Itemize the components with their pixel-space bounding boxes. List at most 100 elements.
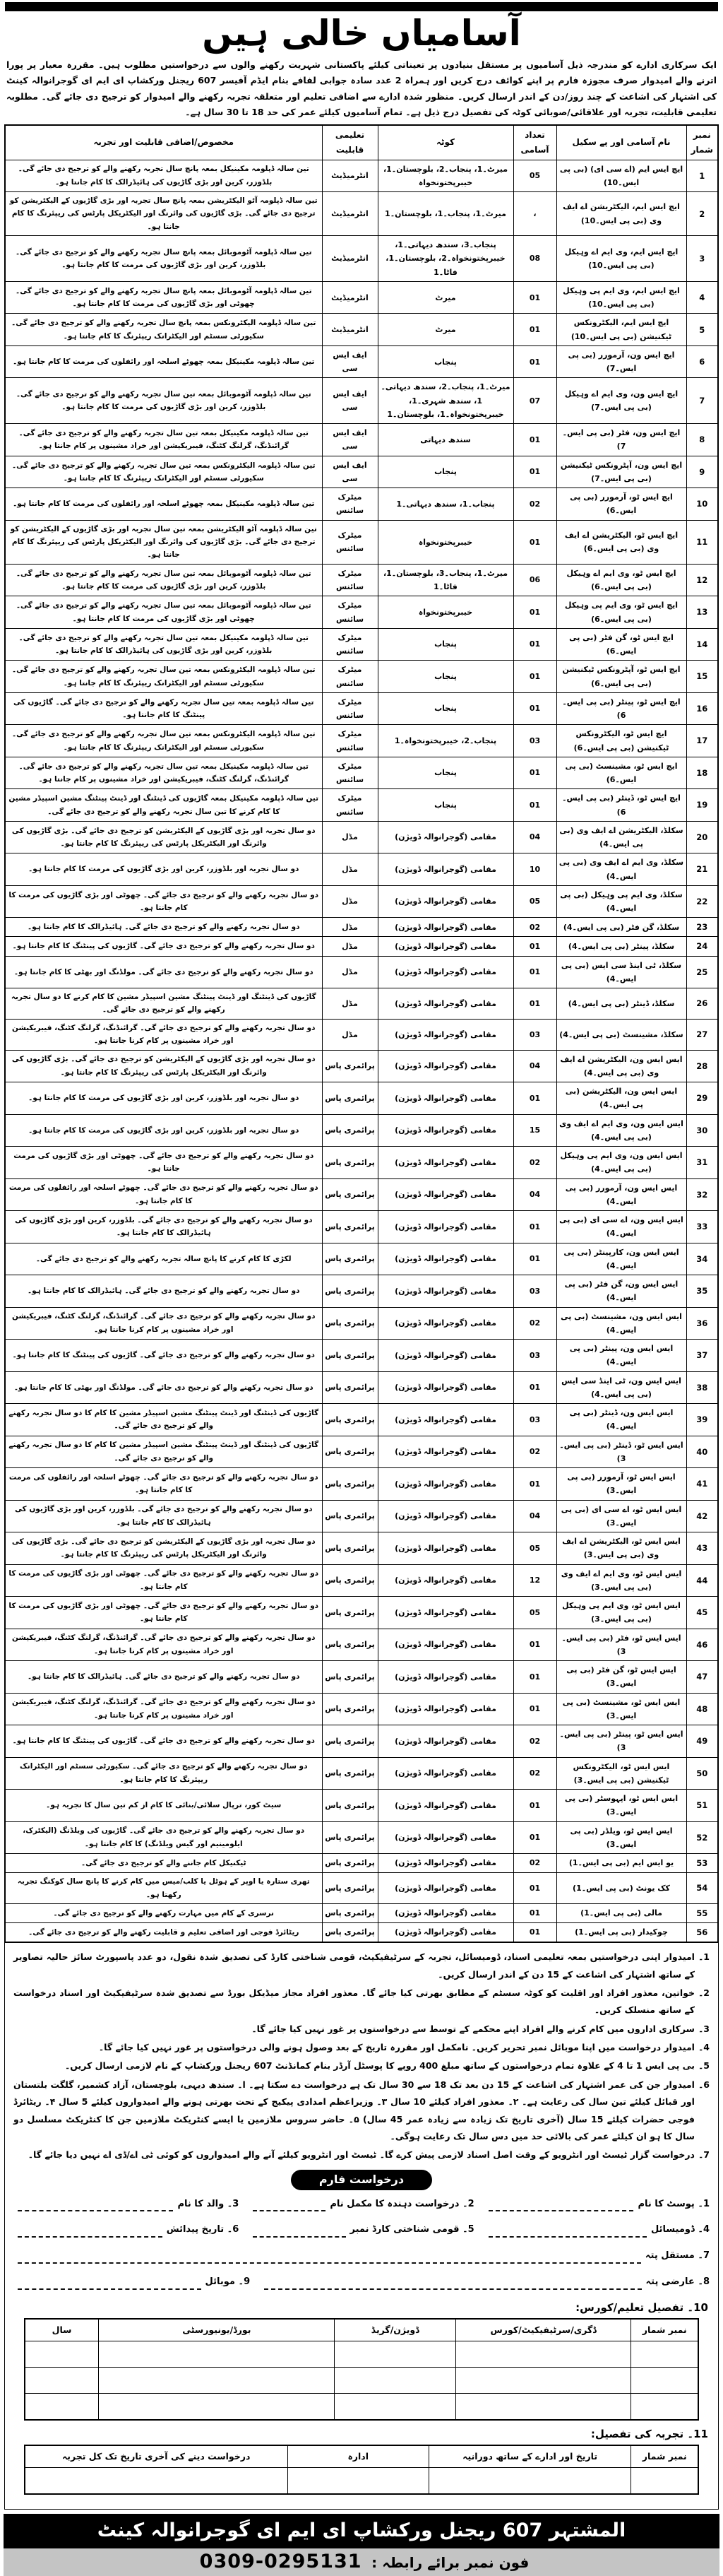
notes-list: 1۔ امیدوار اپنی درخواستیں بمعہ تعلیمی اسن… <box>13 1949 710 2164</box>
cell-post-name: ایچ ایس ٹو، گن فٹر (بی پی ایس۔6) <box>556 627 687 661</box>
cell-education: پرائمری پاس <box>321 1789 378 1822</box>
education-empty-cell <box>24 2367 100 2394</box>
cell-education: انٹرمیڈیٹ <box>321 235 378 282</box>
cell-quota: پنجاب <box>377 660 514 693</box>
education-empty-row <box>24 2393 699 2421</box>
cell-post-name: ایس ایس ون، وی ایم اے ایف وی (بی پی ایس۔… <box>556 1113 687 1147</box>
cell-special: دو سال تجربہ رکھنے والے کو ترجیح دی جائے… <box>4 1596 323 1629</box>
cell-quota: مقامی (گوجرانوالہ ڈویژن) <box>377 1756 514 1790</box>
cell-quota: میرٹ۔1، پنجاب۔1، بلوچستان۔1 <box>377 191 514 237</box>
cell-count: 04 <box>513 820 557 854</box>
education-empty-cell <box>98 2393 335 2421</box>
cell-serial: 2 <box>686 191 719 237</box>
cell-special: تین سالہ ڈپلومہ مکینیکل بمعہ چھوٹے اسلحہ… <box>4 488 323 521</box>
form-field-label: 2۔ درخواست دہندہ کا مکمل نام <box>330 2198 474 2209</box>
cell-education: پرائمری پاس <box>321 1872 378 1904</box>
cell-quota: مقامی (گوجرانوالہ ڈویژن) <box>377 1403 514 1436</box>
contact-phone-number: 0309-0295131 <box>199 2550 362 2572</box>
table-row: 28 ایس ایس ون، الیکٹریشن اے ایف وی (بی پی… <box>4 1049 719 1082</box>
cell-education: میٹرک سائنس <box>321 660 378 693</box>
cell-quota: میرٹ <box>377 313 514 346</box>
cell-serial: 29 <box>686 1082 719 1115</box>
education-empty-cell <box>631 2341 699 2368</box>
cell-count: 07 <box>513 377 557 425</box>
note-item-7: 7۔ درخواست گزار ٹیسٹ اور انٹرویو کے وقت ا… <box>13 2146 710 2163</box>
cell-count: 01 <box>513 988 557 1020</box>
application-form-fields: 1۔ پوسٹ کا نام 2۔ درخواست دہندہ کا مکمل ن… <box>13 2197 710 2290</box>
cell-quota: مقامی (گوجرانوالہ ڈویژن) <box>377 1178 514 1211</box>
cell-serial: 47 <box>686 1660 719 1694</box>
cell-post-name: ایس ایس ٹو، وی ایم اے ایف وی (بی پی ایس۔… <box>556 1564 687 1597</box>
form-write-in-line <box>488 2227 647 2238</box>
cell-special: دو سال تجربہ رکھنے والے کو ترجیح دی جائے… <box>4 1756 323 1790</box>
cell-count: 05 <box>513 1596 557 1629</box>
note-item-6: 6۔ امیدوار جن کی عمر اشتہار کی اشاعت کے 1… <box>13 2076 710 2146</box>
cell-special: دو سال تجربہ رکھنے والے کو ترجیح دی جائے… <box>4 1275 323 1308</box>
cell-post-name: ایچ ایس ٹو، پینٹر (بی پی ایس۔6) <box>556 692 687 726</box>
cell-quota: پنجاب۔1، سندھ دیہاتی۔1 <box>377 488 514 521</box>
form-write-in-line <box>488 2201 634 2212</box>
cell-serial: 45 <box>686 1596 719 1629</box>
cell-education: پرائمری پاس <box>321 1499 378 1532</box>
cell-special: تین سالہ ڈپلومہ الیکٹرونکس بمعہ تین سال … <box>4 724 323 757</box>
note-number: 7۔ <box>698 2149 710 2161</box>
table-row: 15 ایچ ایس ٹو، آپٹرونکس ٹیکنیشن (بی پی ای… <box>4 660 719 693</box>
cell-serial: 34 <box>686 1242 719 1275</box>
cell-serial: 8 <box>686 423 719 456</box>
cell-quota: میرٹ۔1، پنجاب۔3، بلوچستان۔1، فاٹا۔1 <box>377 563 514 597</box>
experience-empty-cell <box>631 2467 699 2495</box>
cell-count: 01 <box>513 1242 557 1275</box>
cell-quota: مقامی (گوجرانوالہ ڈویژن) <box>377 917 514 938</box>
cell-quota: مقامی (گوجرانوالہ ڈویژن) <box>377 1049 514 1082</box>
publisher-bar: المشتہر 607 ریجنل ورکشاپ ای ایم ای گوجرا… <box>4 2513 719 2548</box>
cell-post-name: ایچ ایس ایم، وی ایم اے وہیکل (بی پی ایس۔… <box>556 235 687 282</box>
cell-education: پرائمری پاس <box>321 1922 378 1943</box>
cell-quota: مقامی (گوجرانوالہ ڈویژن) <box>377 1210 514 1243</box>
table-row: 31 ایس ایس ون، وی ایم پی وہیکل (بی پی ایس… <box>4 1146 719 1179</box>
cell-count: 01 <box>513 660 557 693</box>
cell-serial: 6 <box>686 345 719 379</box>
cell-special: دو سال تجربہ اور بلڈوزر، کرین اور بڑی گا… <box>4 1113 323 1147</box>
cell-post-name: ایس ایس ون، پینٹر (بی پی ایس۔4) <box>556 1339 687 1372</box>
cell-education: انٹرمیڈیٹ <box>321 191 378 237</box>
cell-count: 01 <box>513 756 557 790</box>
cell-post-name: ایچ ایس ون، فٹر (بی پی ایس۔7) <box>556 423 687 456</box>
cell-post-name: ایس ایس ون، وی ایم پی وہیکل (بی پی ایس۔4… <box>556 1146 687 1179</box>
cell-count: 02 <box>513 917 557 938</box>
form-write-in-line <box>264 2279 642 2290</box>
table-row: 4 ایچ ایس ایم، وی ایم پی وہیکل (بی پی ایس… <box>4 280 719 314</box>
cell-serial: 35 <box>686 1275 719 1308</box>
cell-serial: 19 <box>686 788 719 822</box>
cell-serial: 46 <box>686 1628 719 1661</box>
cell-count: 01 <box>513 1628 557 1661</box>
cell-education: میٹرک سائنس <box>321 488 378 521</box>
cell-post-name: ایس ایس ون، گن فٹر (بی پی ایس۔4) <box>556 1275 687 1308</box>
experience-header-2: ادارہ <box>287 2445 429 2469</box>
cell-quota: مقامی (گوجرانوالہ ڈویژن) <box>377 1628 514 1661</box>
cell-post-name: مالی (بی پی ایس۔1) <box>556 1903 687 1924</box>
note-text: خواتین، معذور افراد اور اقلیت کو کوٹہ سس… <box>13 1987 695 2016</box>
cell-post-name: سکلڈ، گن فٹر (بی پی ایس۔4) <box>556 917 687 938</box>
cell-quota: مقامی (گوجرانوالہ ڈویژن) <box>377 988 514 1020</box>
cell-education: ایف ایس سی <box>321 455 378 489</box>
cell-special: دو سال تجربہ رکھنے والے کو ترجیح دی جائے… <box>4 1821 323 1854</box>
cell-serial: 32 <box>686 1178 719 1211</box>
cell-quota: پنجاب۔3، سندھ دیہاتی۔1، خیبرپختونخواہ۔2،… <box>377 235 514 282</box>
cell-count: ، <box>513 191 557 237</box>
cell-count: 05 <box>513 159 557 192</box>
cell-count: 01 <box>513 936 557 957</box>
table-row: 38 ایس ایس ون، ٹی اینڈ سی ایس (بی پی ایس۔… <box>4 1371 719 1404</box>
cell-education: انٹرمیڈیٹ <box>321 313 378 346</box>
table-row: 25 سکلڈ، ٹی اینڈ سی ایس (بی پی ایس۔4) 01 مق… <box>4 955 719 988</box>
cell-education: انٹرمیڈیٹ <box>321 159 378 192</box>
cell-serial: 31 <box>686 1146 719 1179</box>
cell-post-name: ایچ ایس ٹو، مشینسٹ (بی پی ایس۔6) <box>556 756 687 790</box>
table-row: 39 ایس ایس ون، ڈینٹر (بی پی ایس۔4) 03 مقامی… <box>4 1403 719 1436</box>
cell-post-name: ایچ ایس ٹو، وی ایم اے وہیکل (بی پی ایس۔6… <box>556 563 687 597</box>
cell-education: پرائمری پاس <box>321 1903 378 1924</box>
education-empty-cell <box>334 2393 457 2421</box>
cell-education: مڈل <box>321 936 378 957</box>
cell-serial: 25 <box>686 955 719 988</box>
cell-count: 01 <box>513 423 557 456</box>
cell-count: 08 <box>513 235 557 282</box>
